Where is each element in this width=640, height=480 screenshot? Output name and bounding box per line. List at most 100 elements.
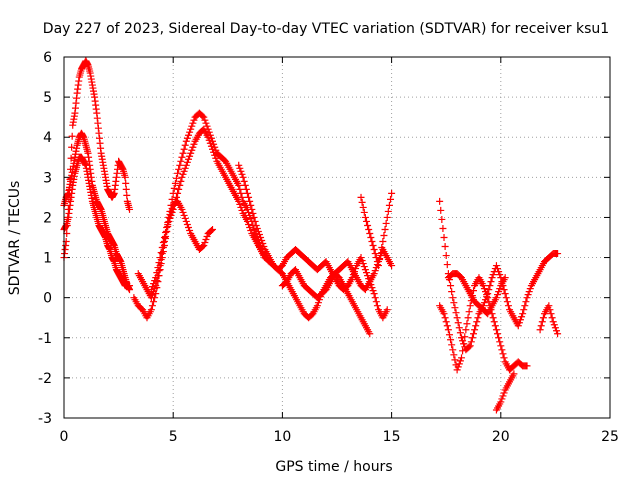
data-point bbox=[203, 122, 211, 130]
data-point bbox=[183, 220, 191, 228]
data-point bbox=[68, 132, 76, 140]
data-point bbox=[240, 177, 248, 185]
data-point bbox=[510, 370, 518, 378]
data-point bbox=[247, 201, 255, 209]
data-point bbox=[247, 214, 255, 222]
data-point bbox=[358, 257, 366, 265]
data-point bbox=[365, 225, 373, 233]
data-point bbox=[236, 164, 244, 172]
data-point bbox=[236, 185, 244, 193]
data-point bbox=[211, 151, 219, 159]
data-point bbox=[442, 252, 450, 260]
data-point bbox=[384, 207, 392, 215]
data-point bbox=[179, 170, 187, 178]
data-point bbox=[449, 294, 457, 302]
data-point bbox=[260, 251, 268, 259]
data-point bbox=[456, 329, 464, 337]
data-point bbox=[183, 134, 191, 142]
data-point bbox=[366, 229, 374, 237]
data-point bbox=[184, 131, 192, 139]
data-point bbox=[494, 291, 502, 299]
data-point bbox=[186, 152, 194, 160]
data-point bbox=[174, 169, 182, 177]
data-point bbox=[206, 139, 214, 147]
data-point bbox=[504, 302, 512, 310]
data-point bbox=[147, 306, 155, 314]
y-tick-label: -2 bbox=[38, 371, 52, 387]
x-tick-label: 20 bbox=[492, 429, 510, 445]
data-point bbox=[436, 197, 444, 205]
data-point bbox=[147, 294, 155, 302]
y-tick-label: 0 bbox=[43, 291, 52, 307]
data-point bbox=[183, 158, 191, 166]
data-point bbox=[238, 170, 246, 178]
data-point bbox=[368, 238, 376, 246]
data-point bbox=[201, 116, 209, 124]
data-point bbox=[126, 205, 134, 213]
data-point bbox=[176, 181, 184, 189]
data-point bbox=[523, 294, 531, 302]
data-point bbox=[361, 213, 369, 221]
data-point bbox=[235, 197, 243, 205]
data-point bbox=[388, 189, 396, 197]
data-point bbox=[548, 314, 556, 322]
data-point bbox=[179, 149, 187, 157]
data-point bbox=[455, 360, 463, 368]
data-point bbox=[372, 298, 380, 306]
data-point bbox=[463, 320, 471, 328]
data-point bbox=[465, 308, 473, 316]
data-point bbox=[492, 294, 500, 302]
data-point bbox=[462, 326, 470, 334]
data-point bbox=[457, 354, 465, 362]
data-point bbox=[68, 143, 76, 151]
data-point bbox=[500, 354, 508, 362]
data-point bbox=[179, 208, 187, 216]
series-layer bbox=[60, 57, 562, 414]
data-point bbox=[189, 119, 197, 127]
data-point bbox=[237, 203, 245, 211]
data-point bbox=[314, 299, 322, 307]
y-axis-label: SDTVAR / TECUs bbox=[7, 181, 23, 296]
data-point bbox=[518, 313, 526, 321]
data-point bbox=[177, 157, 185, 165]
data-point bbox=[259, 248, 267, 256]
data-point bbox=[526, 285, 534, 293]
data-point bbox=[255, 239, 263, 247]
data-point bbox=[497, 342, 505, 350]
data-point bbox=[516, 316, 524, 324]
data-point bbox=[190, 116, 198, 124]
x-tick-label: 15 bbox=[383, 429, 401, 445]
data-point bbox=[536, 326, 544, 334]
data-point bbox=[180, 211, 188, 219]
data-point bbox=[167, 207, 175, 215]
data-point bbox=[489, 271, 497, 279]
data-point bbox=[180, 167, 188, 175]
data-point bbox=[479, 282, 487, 290]
data-point bbox=[187, 125, 195, 133]
data-point bbox=[199, 243, 207, 251]
data-point bbox=[387, 195, 395, 203]
data-point bbox=[238, 206, 246, 214]
data-point bbox=[253, 232, 261, 240]
data-point bbox=[210, 148, 218, 156]
data-point bbox=[440, 234, 448, 241]
x-tick-label: 0 bbox=[60, 429, 69, 445]
data-point bbox=[503, 298, 511, 306]
data-point bbox=[184, 155, 192, 163]
data-point bbox=[200, 242, 208, 250]
data-point bbox=[448, 288, 456, 296]
data-point bbox=[181, 214, 189, 222]
data-point bbox=[383, 306, 391, 314]
y-tick-label: 1 bbox=[43, 251, 52, 267]
data-point bbox=[378, 244, 386, 252]
data-point bbox=[212, 154, 220, 162]
data-point bbox=[370, 246, 378, 254]
data-point bbox=[178, 173, 186, 181]
data-point bbox=[121, 173, 129, 181]
data-point bbox=[148, 302, 156, 310]
y-tick-label: 6 bbox=[43, 50, 52, 66]
data-point bbox=[515, 319, 523, 327]
data-point bbox=[495, 268, 503, 276]
data-point bbox=[360, 263, 368, 271]
data-point bbox=[447, 282, 455, 290]
